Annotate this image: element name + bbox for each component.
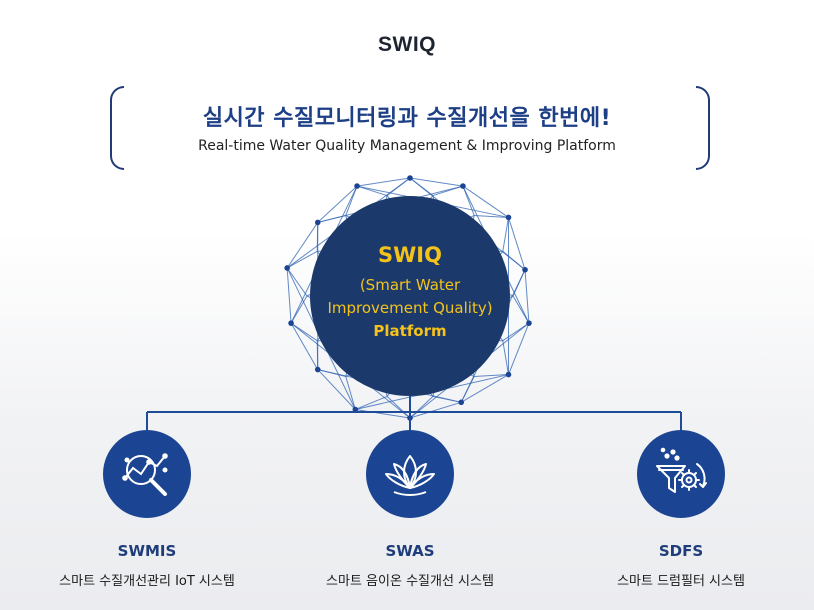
hub-title: SWIQ (378, 243, 442, 267)
mesh-line (502, 250, 526, 271)
mesh-line (356, 177, 411, 187)
mesh-line (356, 185, 388, 197)
hub-circle (310, 196, 510, 396)
hub-subtitle-line2: Improvement Quality) (327, 299, 493, 317)
mesh-node (458, 399, 464, 406)
mesh-line (474, 214, 509, 218)
sdfs-name: SDFS (658, 542, 704, 560)
connector-lines (146, 396, 682, 432)
mesh-line (355, 395, 388, 410)
mesh-line (286, 267, 292, 324)
mesh-line (409, 401, 462, 419)
mesh-line (345, 376, 356, 410)
mesh-line (290, 322, 318, 342)
mesh-node (505, 214, 512, 221)
sdfs-description: 스마트 드럼필터 시스템 (617, 574, 745, 589)
mesh-line (317, 369, 346, 378)
mesh-line (474, 374, 509, 378)
mesh-node (284, 265, 290, 271)
mesh-line (290, 322, 319, 370)
mesh-node (407, 175, 413, 181)
sdfs-node (637, 430, 725, 518)
mesh-line (502, 340, 510, 375)
mesh-line (286, 267, 308, 297)
mesh-line (460, 374, 509, 403)
mesh-node (522, 266, 528, 273)
mesh-line (355, 409, 411, 419)
mesh-node (526, 320, 532, 326)
mesh-node (352, 406, 359, 413)
mesh-node (314, 219, 321, 226)
mesh-line (409, 177, 464, 187)
mesh-line (409, 396, 434, 419)
swmis-node (103, 430, 191, 518)
mesh-line (460, 376, 475, 403)
mesh-line (508, 217, 526, 270)
swmis-name: SWMIS (117, 542, 177, 560)
mesh-line (317, 185, 358, 223)
mesh-node (288, 320, 294, 326)
water-analysis-magnifier-icon (122, 453, 168, 496)
swas-name: SWAS (385, 542, 435, 560)
subheadline: Real-time Water Quality Management & Imp… (198, 138, 616, 154)
filter-funnel-gear-icon (656, 447, 707, 493)
hub-subtitle-line1: (Smart Water (359, 276, 461, 294)
headline: 실시간 수질모니터링과 수질개선을 한번에! (202, 106, 612, 131)
mesh-line (524, 269, 530, 324)
mesh-node (354, 183, 360, 189)
mesh-line (508, 322, 530, 375)
swas-node (366, 430, 454, 518)
mesh-node (505, 371, 512, 378)
mesh-node (460, 183, 466, 189)
mesh-node (314, 366, 321, 373)
hub-subtitle-line3: Platform (373, 322, 447, 340)
mesh-line (502, 217, 510, 252)
mesh-line (317, 369, 356, 410)
page-title: SWIQ (378, 33, 436, 56)
swas-description: 스마트 음이온 수질개선 시스템 (326, 574, 494, 589)
lotus-icon (385, 455, 435, 496)
mesh-line (345, 185, 358, 216)
mesh-line (462, 185, 509, 218)
mesh-line (286, 250, 318, 269)
mesh-line (286, 222, 319, 269)
swmis-description: 스마트 수질개선관리 IoT 시스템 (59, 574, 235, 589)
mesh-line (512, 295, 530, 324)
